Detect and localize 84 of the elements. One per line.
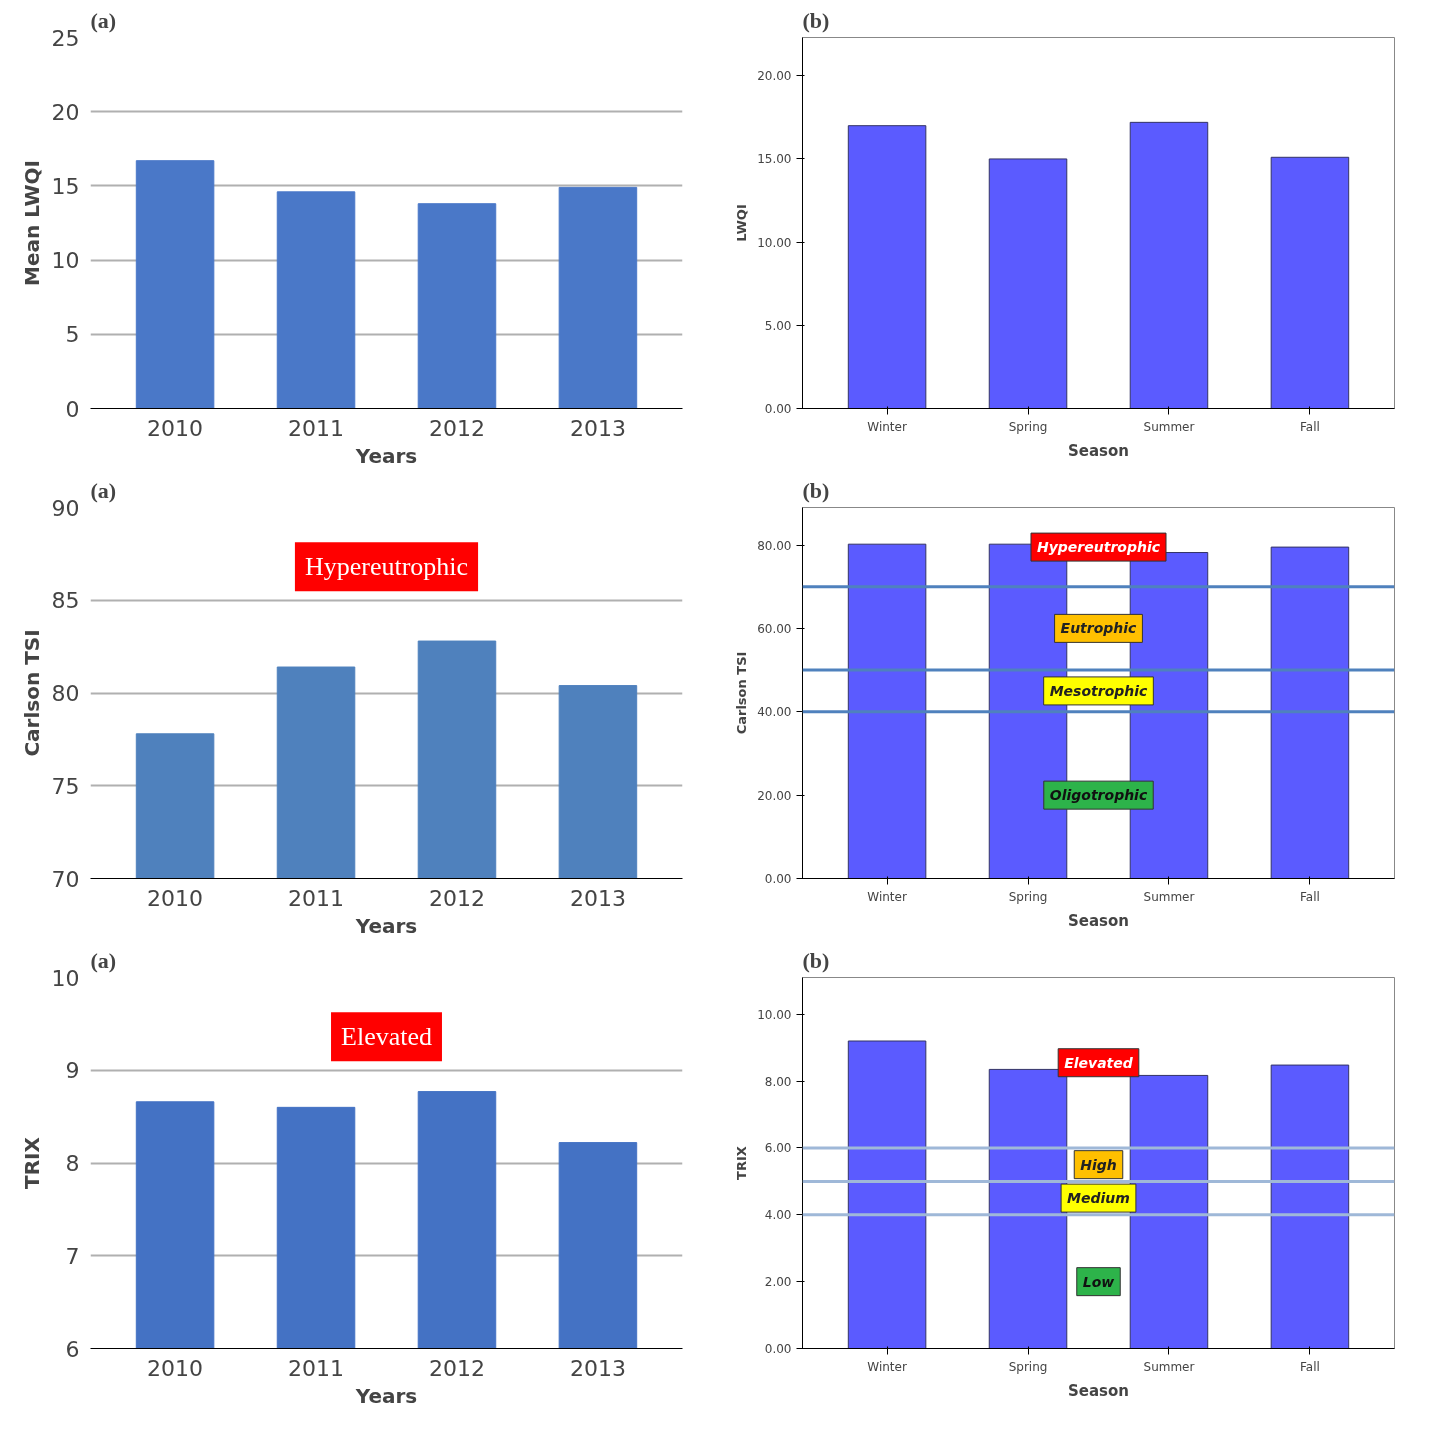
x-tick-label: 2013: [569, 1355, 626, 1381]
annotation: Hypereutrophic: [1036, 539, 1161, 556]
annotation: Hypereutrophic: [304, 552, 469, 582]
annotation: Oligotrophic: [1049, 787, 1148, 804]
y-tick-label: 20: [51, 99, 80, 125]
x-tick-label: Summer: [1143, 889, 1195, 904]
annotation: High: [1080, 1156, 1117, 1173]
y-tick-label: 10.00: [757, 235, 792, 250]
x-tick-label: 2013: [569, 885, 626, 911]
y-axis-title: Mean LWQI: [19, 160, 44, 286]
y-axis-title: TRIX: [734, 1146, 750, 1180]
chart-title: (a): [90, 947, 117, 973]
y-tick-label: 0.00: [764, 872, 792, 886]
x-tick-label: 2013: [569, 415, 626, 441]
chart-title: (b): [802, 477, 830, 503]
y-tick-label: 2.00: [764, 1275, 792, 1290]
chart-title: (a): [90, 477, 117, 503]
y-tick-label: 80.00: [757, 538, 792, 553]
y-tick-label: 90: [51, 495, 80, 521]
x-tick-label: 2010: [147, 1355, 204, 1381]
y-tick-label: 60.00: [757, 621, 792, 636]
annotation: Elevated: [1064, 1054, 1134, 1071]
annotation: Medium: [1067, 1190, 1130, 1207]
x-tick-label: Fall: [1300, 1359, 1320, 1374]
y-tick-label: 8.00: [764, 1074, 792, 1089]
y-tick-label: 70: [51, 866, 80, 892]
x-tick-label: Fall: [1300, 889, 1320, 904]
y-tick-label: 10: [51, 965, 80, 991]
y-tick-label: 0.00: [764, 402, 792, 416]
x-axis-title: Season: [1067, 911, 1130, 930]
y-tick-label: 25: [51, 25, 80, 51]
y-tick-label: 85: [51, 588, 80, 614]
x-tick-label: 2012: [428, 1355, 485, 1381]
y-axis-title: Carlson TSI: [734, 651, 750, 735]
y-tick-label: 6: [65, 1336, 80, 1362]
x-tick-label: Winter: [867, 419, 907, 434]
x-axis-title: Season: [1067, 441, 1130, 460]
annotation: Eutrophic: [1060, 620, 1138, 637]
x-tick-label: 2010: [147, 415, 204, 441]
y-tick-label: 7: [65, 1243, 80, 1269]
y-tick-label: 5.00: [764, 318, 792, 333]
x-tick-label: Summer: [1143, 1359, 1195, 1374]
x-tick-label: Spring: [1008, 889, 1048, 904]
y-tick-label: 6.00: [764, 1141, 792, 1156]
y-tick-label: 8: [65, 1151, 80, 1176]
y-tick-label: 4.00: [764, 1208, 792, 1223]
x-axis-title: Years: [354, 443, 418, 468]
y-axis-title: TRIX: [19, 1136, 44, 1189]
x-tick-label: 2012: [428, 415, 485, 441]
annotation: Elevated: [341, 1022, 432, 1052]
y-tick-label: 0: [65, 396, 80, 422]
y-tick-label: 40.00: [757, 705, 792, 720]
y-tick-label: 0.00: [764, 1342, 792, 1356]
chart-title: (b): [802, 947, 830, 973]
y-axis-title: LWQI: [734, 204, 750, 242]
chart-title: (b): [802, 7, 830, 33]
x-axis-title: Season: [1067, 1381, 1130, 1400]
y-tick-label: 10.00: [757, 1007, 792, 1022]
y-tick-label: 9: [65, 1058, 80, 1084]
y-tick-label: 15.00: [757, 152, 792, 167]
x-axis-title: Years: [354, 913, 418, 938]
x-tick-label: Summer: [1143, 419, 1195, 434]
y-tick-label: 80: [51, 681, 80, 706]
y-axis-title: Carlson TSI: [19, 629, 44, 757]
x-tick-label: 2012: [428, 885, 485, 911]
x-axis-title: Years: [354, 1383, 418, 1408]
x-tick-label: Fall: [1300, 419, 1320, 434]
x-tick-label: Winter: [867, 889, 907, 904]
x-tick-label: 2010: [147, 885, 204, 911]
x-tick-label: 2011: [288, 415, 345, 441]
y-tick-label: 75: [51, 773, 80, 799]
y-tick-label: 20.00: [757, 69, 792, 84]
y-tick-label: 5: [65, 322, 80, 348]
x-tick-label: Winter: [867, 1359, 907, 1374]
annotation: Low: [1082, 1273, 1115, 1290]
y-tick-label: 15: [51, 173, 80, 199]
x-tick-label: 2011: [288, 1355, 345, 1381]
y-tick-label: 20.00: [757, 788, 792, 803]
x-tick-label: Spring: [1008, 1359, 1048, 1374]
x-tick-label: 2011: [288, 885, 345, 911]
chart-title: (a): [90, 7, 117, 33]
x-tick-label: Spring: [1008, 419, 1048, 434]
annotation: Mesotrophic: [1049, 682, 1149, 699]
y-tick-label: 10: [51, 248, 80, 274]
